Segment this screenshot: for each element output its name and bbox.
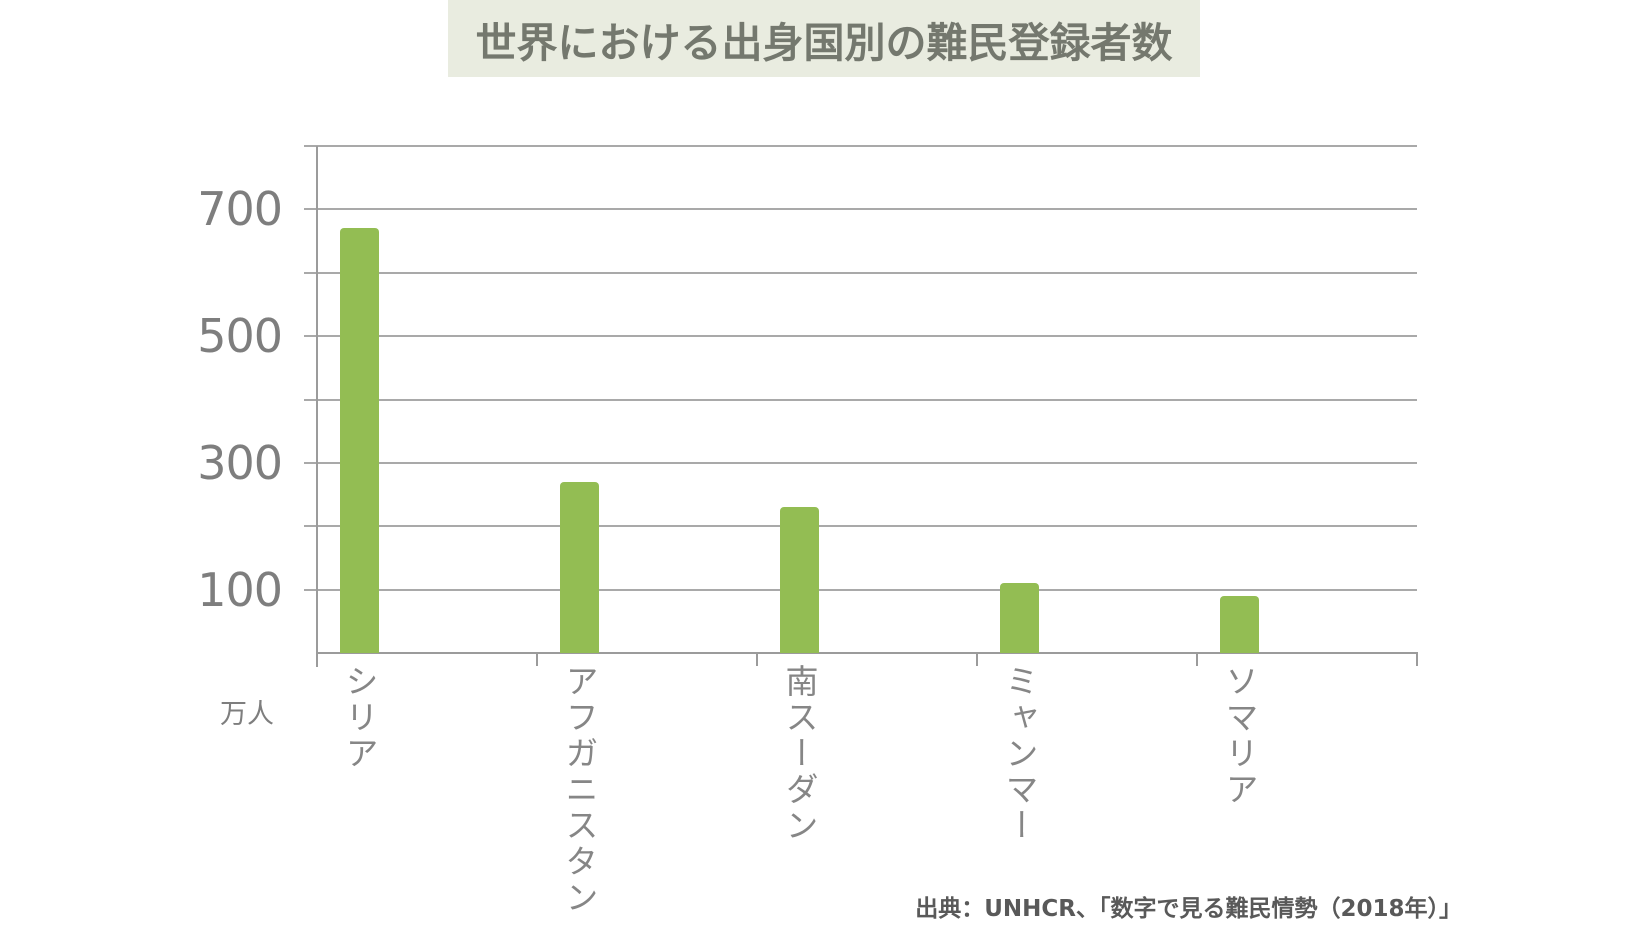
x-axis-category-label: アフガニスタン: [560, 664, 599, 916]
bar-ミャンマー: [1000, 583, 1039, 653]
chart-title: 世界における出身国別の難民登録者数: [475, 18, 1173, 67]
gridline-600: [304, 271, 1417, 274]
x-axis-category-label: 南スーダン: [780, 664, 819, 844]
x-axis-category-label: ミャンマー: [1000, 664, 1039, 844]
bar-アフガニスタン: [560, 481, 599, 653]
source-caption: 出典：UNHCR、「数字で見る難民情勢（2018年）」: [915, 896, 1462, 922]
x-axis-tick: [536, 652, 538, 666]
x-axis-category-label: ソマリア: [1220, 664, 1259, 808]
gridline-100: [304, 588, 1417, 591]
y-axis-tick-label: 100: [197, 562, 283, 617]
gridline-500: [304, 335, 1417, 338]
gridline-200: [304, 525, 1417, 528]
x-axis-tick: [1196, 652, 1198, 666]
bar-ソマリア: [1220, 595, 1259, 653]
y-axis-tick-label: 700: [197, 182, 283, 237]
x-axis-tick: [316, 652, 318, 666]
y-axis-tick-label: 500: [197, 309, 283, 364]
bar-南スーダン: [780, 507, 819, 653]
gridline-300: [304, 461, 1417, 464]
gridline-700: [304, 208, 1417, 211]
y-axis-tick-label: 300: [197, 435, 283, 490]
gridline-800: [304, 145, 1417, 147]
y-axis-unit-label: 万人: [220, 699, 274, 730]
gridline-400: [304, 398, 1417, 401]
x-axis-tick: [1416, 652, 1418, 666]
x-axis-line: [317, 652, 1417, 654]
bar-シリア: [340, 228, 379, 653]
x-axis-category-label: シリア: [340, 664, 379, 772]
x-axis-tick: [976, 652, 978, 666]
y-axis-line: [316, 146, 318, 667]
x-axis-tick: [756, 652, 758, 666]
chart-title-box: 世界における出身国別の難民登録者数: [448, 0, 1200, 77]
